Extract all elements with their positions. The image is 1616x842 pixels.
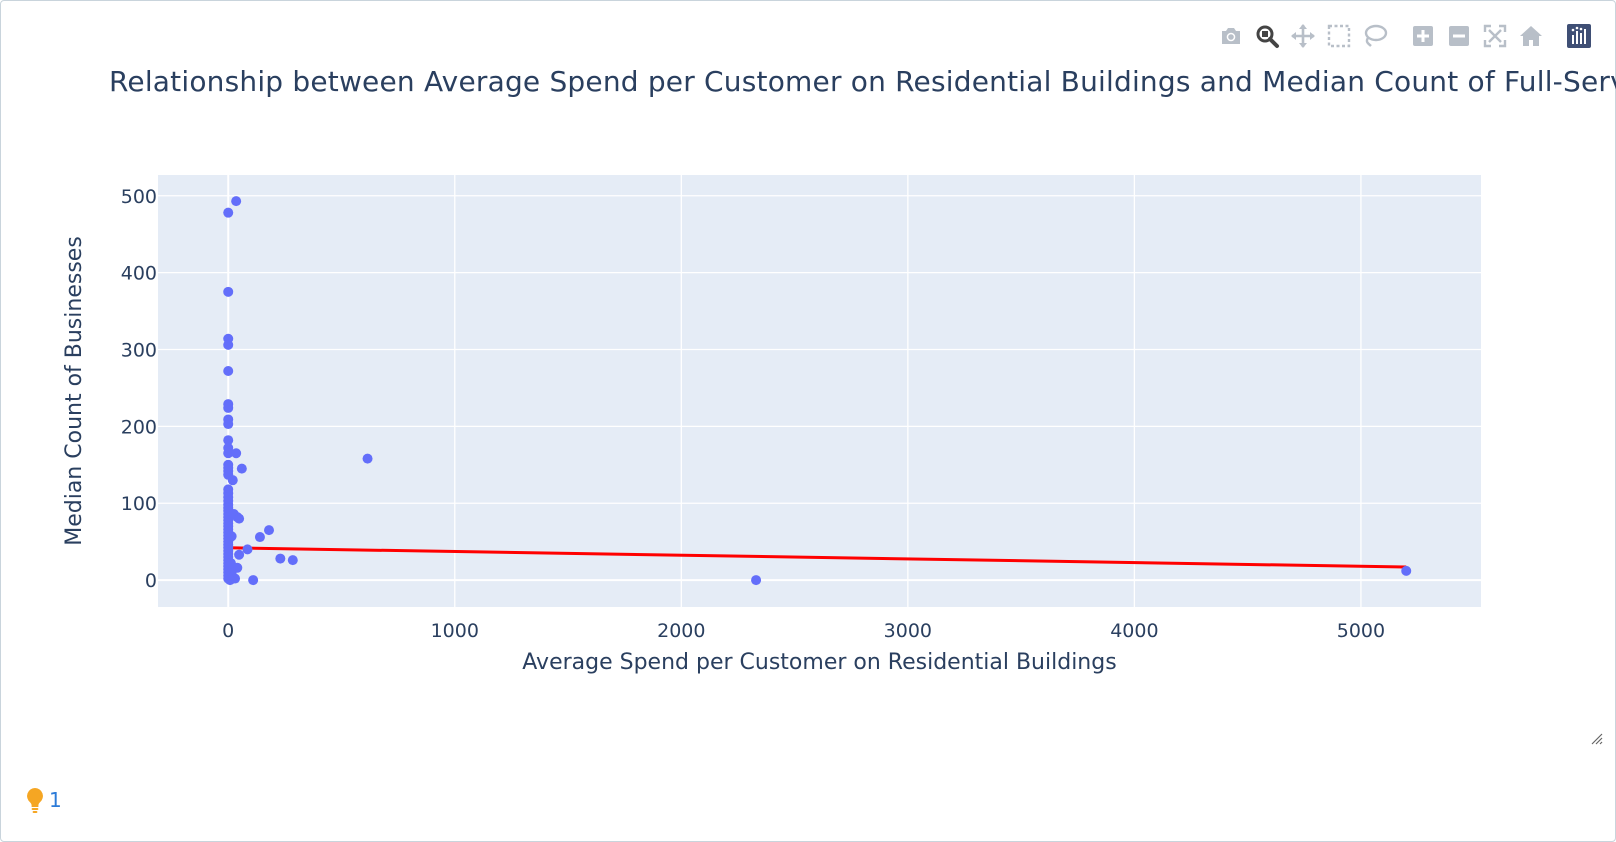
- plotly-logo-icon[interactable]: [1561, 21, 1597, 51]
- x-tick-label: 5000: [1337, 620, 1385, 642]
- plot-area[interactable]: [158, 175, 1481, 607]
- data-point[interactable]: [254, 532, 265, 543]
- y-tick-label: 300: [121, 339, 157, 361]
- x-tick-label: 0: [222, 620, 234, 642]
- pan-icon[interactable]: [1285, 21, 1321, 51]
- data-point[interactable]: [231, 448, 242, 459]
- trendline[interactable]: [228, 546, 1407, 569]
- zoom-in-icon[interactable]: [1405, 21, 1441, 51]
- data-point[interactable]: [225, 575, 236, 586]
- hint-indicator[interactable]: 1: [25, 787, 62, 813]
- y-tick-label: 500: [121, 186, 157, 208]
- x-axis-ticks: 0 1000 2000 3000 4000 5000: [222, 620, 1385, 642]
- data-point[interactable]: [242, 544, 253, 555]
- zoom-out-icon[interactable]: [1441, 21, 1477, 51]
- data-point[interactable]: [751, 575, 762, 586]
- points-layer: [223, 196, 1412, 586]
- scatter-plot[interactable]: 0 1000 2000 3000 4000 5000 0 100 200 300 400 500 A…: [1, 1, 1615, 761]
- data-point[interactable]: [223, 207, 234, 218]
- trendline-layer: [228, 546, 1407, 569]
- data-point[interactable]: [223, 435, 234, 446]
- data-point[interactable]: [226, 531, 237, 542]
- autoscale-icon[interactable]: [1477, 21, 1513, 51]
- data-point[interactable]: [227, 475, 238, 486]
- data-point[interactable]: [231, 196, 242, 207]
- data-point[interactable]: [223, 448, 234, 459]
- data-point[interactable]: [225, 558, 236, 569]
- data-point[interactable]: [223, 419, 234, 430]
- lasso-select-icon[interactable]: [1357, 21, 1393, 51]
- data-point[interactable]: [223, 366, 234, 377]
- data-point[interactable]: [1401, 565, 1412, 576]
- y-tick-label: 0: [145, 570, 157, 592]
- y-axis-label: Median Count of Businesses: [62, 236, 87, 546]
- chart-title: Relationship between Average Spend per C…: [109, 65, 1616, 98]
- data-point[interactable]: [248, 575, 259, 586]
- camera-icon[interactable]: [1213, 21, 1249, 51]
- x-tick-label: 3000: [884, 620, 932, 642]
- data-point[interactable]: [223, 339, 234, 350]
- data-point[interactable]: [362, 453, 373, 464]
- data-point[interactable]: [264, 525, 275, 536]
- y-tick-label: 200: [121, 416, 157, 438]
- grid-lines: [158, 175, 1481, 607]
- reset-axes-icon[interactable]: [1513, 21, 1549, 51]
- zoom-icon[interactable]: [1249, 21, 1285, 51]
- lightbulb-icon: [27, 788, 43, 813]
- y-axis-ticks: 0 100 200 300 400 500: [121, 186, 157, 592]
- x-tick-label: 4000: [1110, 620, 1158, 642]
- data-point[interactable]: [223, 402, 234, 413]
- resize-handle-icon[interactable]: [1589, 731, 1603, 745]
- hint-count: 1: [49, 788, 62, 812]
- data-point[interactable]: [287, 555, 298, 566]
- modebar: [1213, 21, 1597, 51]
- y-tick-label: 400: [121, 263, 157, 285]
- x-tick-label: 2000: [657, 620, 705, 642]
- data-point[interactable]: [275, 553, 286, 564]
- data-point[interactable]: [223, 286, 234, 297]
- data-point[interactable]: [234, 513, 245, 524]
- y-tick-label: 100: [121, 493, 157, 515]
- box-select-icon[interactable]: [1321, 21, 1357, 51]
- data-point[interactable]: [234, 549, 245, 560]
- x-axis-label: Average Spend per Customer on Residentia…: [522, 650, 1116, 675]
- x-tick-label: 1000: [431, 620, 479, 642]
- data-point[interactable]: [236, 463, 247, 474]
